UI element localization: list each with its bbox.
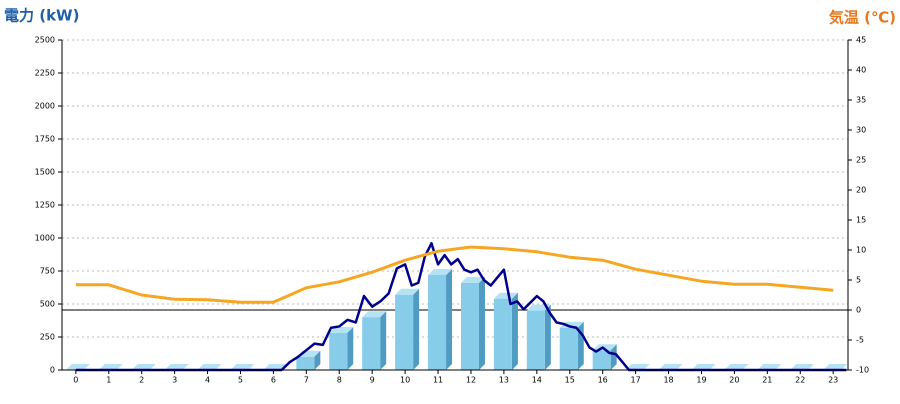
bar: [460, 282, 479, 370]
y2-tick-label: 25: [856, 156, 866, 165]
y2-axis-title: 気温 (℃): [829, 9, 896, 27]
bar-side: [446, 268, 453, 370]
x-tick-label: 7: [304, 376, 309, 385]
x-tick-label: 20: [729, 376, 739, 385]
y2-tick-label: -5: [856, 336, 864, 345]
x-tick-label: 22: [795, 376, 805, 385]
x-tick-label: 2: [139, 376, 144, 385]
x-tick-label: 12: [466, 376, 476, 385]
bar-side: [380, 311, 387, 370]
bar-side: [478, 276, 485, 370]
y-tick-label: 1000: [35, 234, 55, 243]
bar-side: [314, 350, 321, 370]
bar: [329, 333, 348, 370]
bar: [493, 298, 512, 370]
bar-top: [329, 327, 354, 334]
bar-top: [658, 364, 683, 370]
x-tick-label: 21: [762, 376, 772, 385]
y-axis-title: 電力 (kW): [4, 7, 79, 25]
bar-top: [823, 364, 848, 370]
x-tick-label: 15: [565, 376, 575, 385]
y2-tick-label: 30: [856, 126, 866, 135]
bar: [296, 356, 315, 370]
y-tick-label: 500: [40, 300, 55, 309]
y2-tick-label: 40: [856, 66, 866, 75]
y2-tick-label: 15: [856, 216, 866, 225]
bar-side: [347, 327, 354, 370]
x-tick-label: 8: [337, 376, 342, 385]
bar-side: [413, 288, 420, 370]
x-tick-label: 18: [663, 376, 673, 385]
line: [75, 245, 834, 304]
x-tick-label: 1: [106, 376, 111, 385]
bar-top: [790, 364, 815, 370]
y2-tick-label: 35: [856, 96, 866, 105]
y-tick-label: 1500: [35, 168, 55, 177]
bar-side: [610, 344, 617, 370]
bar: [362, 317, 381, 370]
bar-top: [164, 364, 189, 370]
x-tick-label: 0: [73, 376, 78, 385]
y-tick-label: 2000: [35, 102, 55, 111]
bar-top: [559, 321, 584, 328]
x-tick-label: 23: [828, 376, 838, 385]
bar-top: [98, 364, 123, 370]
bar-top: [230, 364, 255, 370]
y-tick-label: 750: [40, 267, 55, 276]
x-tick-label: 11: [433, 376, 443, 385]
y2-tick-label: -10: [856, 366, 869, 375]
y2-tick-label: 45: [856, 36, 866, 45]
x-tick-label: 9: [370, 376, 375, 385]
y2-tick-label: 0: [856, 306, 861, 315]
x-tick-label: 3: [172, 376, 177, 385]
y-tick-label: 1250: [35, 201, 55, 210]
bar-side: [544, 304, 551, 370]
y-tick-label: 1750: [35, 135, 55, 144]
bar: [592, 350, 611, 370]
x-tick-label: 13: [499, 376, 509, 385]
bar: [526, 310, 545, 370]
bar-top: [65, 364, 90, 370]
bar-top: [724, 364, 749, 370]
bar-top: [625, 364, 650, 370]
y2-tick-label: 20: [856, 186, 866, 195]
y2-tick-label: 10: [856, 246, 866, 255]
x-tick-label: 14: [532, 376, 542, 385]
x-tick-label: 4: [205, 376, 210, 385]
x-tick-label: 5: [238, 376, 243, 385]
y-tick-label: 250: [40, 333, 55, 342]
bar: [395, 294, 414, 370]
y-tick-label: 2500: [35, 36, 55, 45]
x-tick-label: 16: [598, 376, 608, 385]
bar: [428, 274, 447, 370]
x-tick-label: 6: [271, 376, 276, 385]
bar-top: [197, 364, 222, 370]
bar-top: [757, 364, 782, 370]
bar-side: [511, 292, 518, 370]
y2-tick-label: 5: [856, 276, 861, 285]
bar-top: [428, 268, 453, 275]
y-tick-label: 0: [50, 366, 55, 375]
x-tick-label: 19: [696, 376, 706, 385]
x-tick-label: 17: [631, 376, 641, 385]
bar-top: [691, 364, 716, 370]
y-tick-label: 2250: [35, 69, 55, 78]
bar-top: [460, 276, 485, 283]
bar-top: [362, 311, 387, 318]
line: [75, 242, 847, 372]
bar: [559, 327, 578, 370]
bar-top: [395, 288, 420, 295]
bar-top: [131, 364, 156, 370]
bar-top: [493, 292, 518, 299]
x-tick-label: 10: [400, 376, 410, 385]
